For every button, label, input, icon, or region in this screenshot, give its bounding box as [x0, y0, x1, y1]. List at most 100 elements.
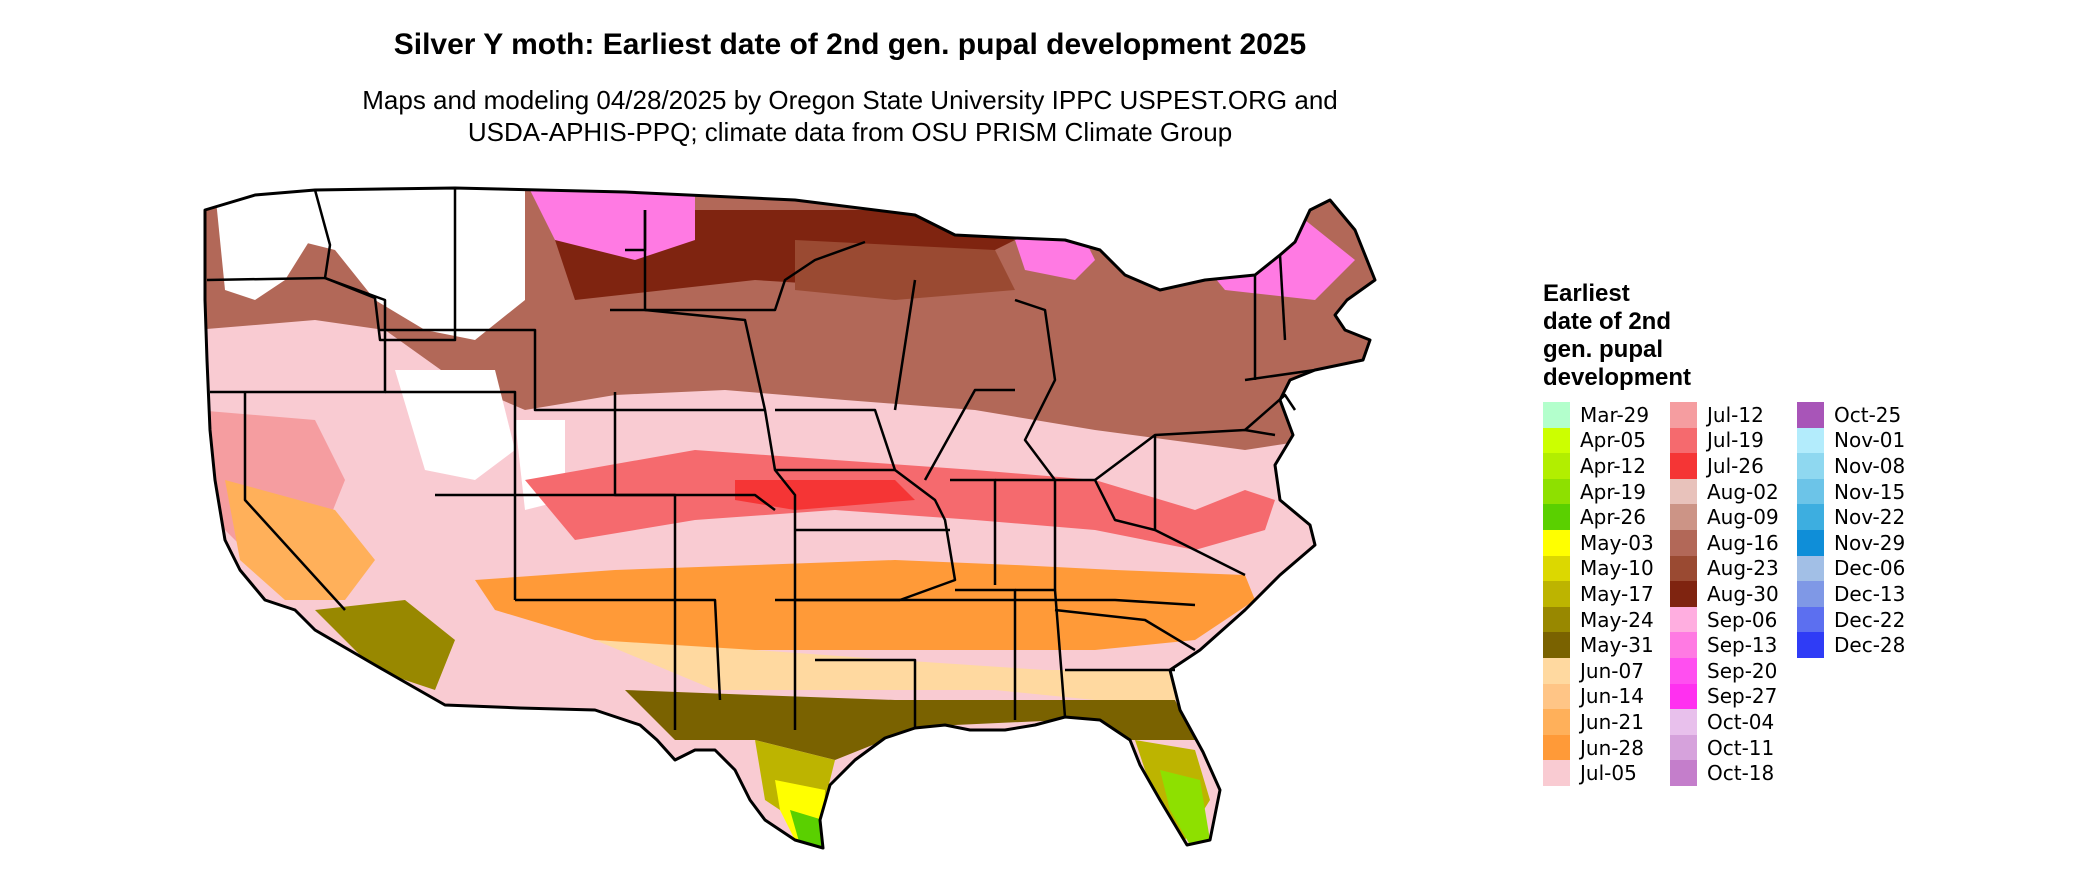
legend-label: Jul-26 — [1707, 453, 1764, 478]
legend-label: Jun-07 — [1580, 658, 1644, 683]
legend-label: Sep-20 — [1707, 658, 1778, 683]
legend-item: Nov-22 — [1797, 504, 1905, 530]
legend-item: May-03 — [1543, 530, 1654, 556]
legend-label: May-10 — [1580, 556, 1654, 581]
legend-item: Jul-12 — [1670, 402, 1764, 428]
legend-item: Dec-22 — [1797, 606, 1906, 633]
legend-label: Oct-04 — [1707, 709, 1775, 734]
legend-swatch — [1543, 683, 1570, 710]
legend-label: Dec-22 — [1834, 607, 1906, 632]
legend-swatch — [1543, 734, 1570, 761]
legend-swatch — [1797, 530, 1824, 556]
legend-item: Sep-13 — [1670, 632, 1777, 658]
legend-label: Aug-23 — [1707, 556, 1779, 581]
legend-item: Aug-30 — [1670, 581, 1779, 607]
us-outline — [203, 186, 1377, 850]
legend-label: Apr-05 — [1580, 428, 1646, 453]
us-map — [203, 186, 1377, 850]
legend-item: Jun-28 — [1543, 734, 1644, 761]
legend-swatch — [1797, 478, 1824, 505]
legend-swatch — [1670, 427, 1697, 454]
legend-swatch — [1670, 606, 1697, 633]
legend-swatch — [1543, 658, 1570, 684]
legend-item: Jun-14 — [1543, 683, 1644, 710]
legend-label: Oct-18 — [1707, 761, 1775, 786]
legend-label: May-24 — [1580, 607, 1654, 632]
legend-swatch — [1543, 427, 1570, 454]
map-subtitle: Maps and modeling 04/28/2025 by Oregon S… — [0, 84, 1700, 148]
legend-swatch — [1543, 402, 1570, 428]
legend-label: Apr-26 — [1580, 505, 1646, 530]
legend-item: May-10 — [1543, 555, 1654, 582]
legend-item: Apr-19 — [1543, 478, 1646, 505]
legend-item: Jul-26 — [1670, 453, 1764, 479]
legend-swatch — [1797, 453, 1824, 479]
legend-item: Mar-29 — [1543, 402, 1649, 428]
legend-swatch — [1670, 581, 1697, 607]
legend-item: Aug-23 — [1670, 555, 1779, 582]
subtitle-line: USDA-APHIS-PPQ; climate data from OSU PR… — [467, 117, 1233, 147]
legend-swatch — [1797, 427, 1824, 454]
legend-swatch — [1670, 760, 1697, 786]
legend-item: Aug-16 — [1670, 530, 1779, 556]
legend-swatch — [1797, 632, 1824, 658]
map-title: Silver Y moth: Earliest date of 2nd gen.… — [393, 28, 1307, 61]
legend-item: Apr-12 — [1543, 453, 1646, 479]
legend-label: Apr-19 — [1580, 479, 1646, 504]
legend-swatch — [1670, 709, 1697, 735]
legend-item: Jul-05 — [1543, 760, 1637, 786]
legend-swatch — [1670, 555, 1697, 582]
legend-label: Jun-28 — [1580, 735, 1644, 760]
legend-label: Sep-06 — [1707, 607, 1778, 632]
legend-swatch — [1797, 555, 1824, 582]
legend-item: Oct-04 — [1670, 709, 1774, 735]
legend-label: Jul-05 — [1580, 761, 1637, 786]
legend-item: Nov-01 — [1797, 427, 1906, 454]
legend-label: Nov-15 — [1834, 479, 1906, 504]
state-boundaries — [206, 188, 1316, 730]
legend-label: Aug-02 — [1707, 479, 1779, 504]
legend-label: Nov-29 — [1834, 530, 1906, 555]
legend-item: Jun-07 — [1543, 658, 1644, 684]
legend-swatch — [1670, 530, 1697, 556]
legend-item: Aug-09 — [1670, 504, 1779, 530]
legend-title: Earliest date of 2nd gen. pupal developm… — [1543, 280, 1692, 391]
legend-label: Apr-12 — [1580, 453, 1646, 478]
legend: Earliest date of 2nd gen. pupal developm… — [1543, 280, 2043, 822]
legend-label: Mar-29 — [1580, 402, 1650, 427]
legend-label: Jun-21 — [1580, 709, 1644, 734]
legend-item: Sep-27 — [1670, 683, 1777, 710]
legend-item: Oct-11 — [1670, 734, 1775, 761]
legend-label: Sep-13 — [1707, 633, 1778, 658]
legend-swatch — [1670, 734, 1697, 761]
legend-label: Dec-06 — [1834, 556, 1906, 581]
subtitle-line: Maps and modeling 04/28/2025 by Oregon S… — [362, 85, 1338, 115]
legend-item: Jun-21 — [1543, 709, 1644, 735]
legend-swatch — [1543, 709, 1570, 735]
legend-item: Oct-25 — [1797, 402, 1901, 428]
legend-label: Nov-01 — [1834, 428, 1906, 453]
legend-item: Apr-05 — [1543, 427, 1646, 454]
legend-swatch — [1543, 478, 1570, 505]
legend-swatch — [1543, 504, 1570, 530]
legend-item: May-17 — [1543, 581, 1654, 607]
legend-label: Dec-28 — [1834, 633, 1906, 658]
legend-label: Jul-19 — [1707, 428, 1764, 453]
legend-item: Dec-13 — [1797, 581, 1905, 607]
legend-item: Oct-18 — [1670, 760, 1774, 786]
legend-swatch — [1670, 402, 1697, 428]
legend-swatch — [1797, 402, 1824, 428]
legend-swatch — [1543, 606, 1570, 633]
legend-swatch — [1797, 581, 1824, 607]
legend-label: Aug-30 — [1707, 581, 1779, 606]
legend-items: Mar-29 Apr-05 Apr-12 Apr-19 Apr-26 May-03 May-… — [1543, 402, 2043, 822]
development-date-raster — [205, 188, 1375, 848]
legend-swatch — [1670, 504, 1697, 530]
legend-item: May-31 — [1543, 632, 1654, 658]
legend-item: Nov-29 — [1797, 530, 1905, 556]
legend-label: Oct-11 — [1707, 735, 1775, 760]
legend-swatch — [1670, 658, 1697, 684]
legend-label: Aug-16 — [1707, 530, 1779, 555]
legend-label: Nov-08 — [1834, 453, 1906, 478]
legend-swatch — [1543, 453, 1570, 479]
